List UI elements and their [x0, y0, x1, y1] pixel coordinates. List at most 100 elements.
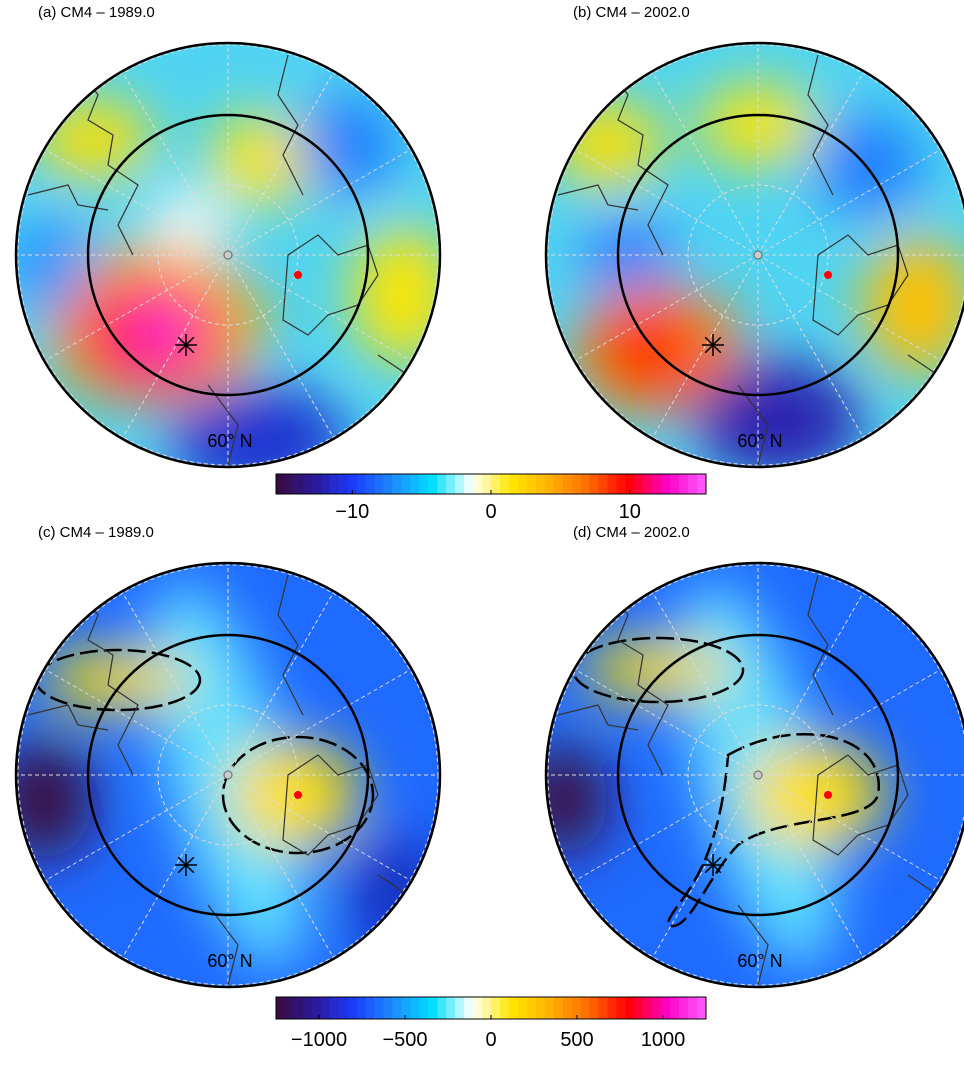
site-dot: [294, 791, 302, 799]
meridian: [44, 774, 229, 882]
colorbar-step: [419, 997, 429, 1019]
colorbar-step: [491, 997, 501, 1019]
colorbar-step: [553, 997, 564, 1019]
site-dot: [824, 791, 832, 799]
outer-border: [14, 41, 442, 469]
panel-title: (d) CM4 – 2002.0: [573, 524, 690, 541]
coastline: [27, 54, 429, 466]
colorbar-step: [437, 997, 447, 1019]
colorbar-tick-label: 0: [485, 501, 496, 523]
colorbar-step: [643, 997, 653, 1019]
latitude-circle: [86, 633, 370, 917]
colorbar-tick-label: −1000: [291, 1029, 347, 1051]
colorbar-step: [508, 997, 519, 1019]
colorbar-step: [311, 474, 322, 494]
colorbar-step: [374, 997, 384, 1019]
coastline: [557, 54, 959, 466]
colorbar-tick-label: 500: [560, 1029, 593, 1051]
meridian: [44, 668, 229, 776]
colorbar-step: [607, 474, 617, 494]
meridian: [574, 148, 759, 256]
meridian: [651, 774, 759, 959]
colorbar-step: [643, 474, 653, 494]
meridian: [757, 71, 865, 256]
colorbar-step: [365, 997, 376, 1019]
latitude-label: 60° N: [737, 951, 782, 971]
colorbar-step: [598, 474, 608, 494]
meridian: [227, 774, 412, 882]
latitude-circle: [616, 633, 900, 917]
colorbar-step: [329, 474, 340, 494]
contour: [221, 735, 375, 855]
meridian: [757, 591, 865, 776]
meridian: [121, 591, 229, 776]
meridian: [227, 774, 335, 959]
latitude-label: 60° N: [737, 431, 782, 451]
meridian: [757, 254, 942, 362]
meridian: [651, 591, 759, 776]
colorbar-step: [392, 997, 402, 1019]
site-dot: [294, 271, 302, 279]
meridian: [227, 668, 412, 776]
colorbar-step: [544, 997, 555, 1019]
colorbar-step: [499, 474, 510, 494]
meridian: [121, 254, 229, 439]
colorbar-step: [661, 997, 671, 1019]
meridian: [227, 148, 412, 256]
colorbar-step: [464, 474, 474, 494]
panel-title: (a) CM4 – 1989.0: [38, 4, 155, 21]
colorbar-step: [428, 997, 438, 1019]
colorbar-step: [356, 997, 367, 1019]
meridian: [227, 71, 335, 256]
colorbar-step: [392, 474, 402, 494]
colorbar-step: [580, 474, 591, 494]
colorbar-step: [455, 474, 465, 494]
panel-title: (b) CM4 – 2002.0: [573, 4, 690, 21]
colorbar-step: [455, 997, 465, 1019]
colorbar-step: [508, 474, 519, 494]
colorbar-step: [625, 474, 635, 494]
colorbar-step: [535, 474, 546, 494]
colorbar-step: [517, 474, 528, 494]
colorbar-step: [697, 474, 707, 494]
colorbar-step: [499, 997, 510, 1019]
colorbar-step: [401, 997, 411, 1019]
colorbar-step: [616, 474, 626, 494]
meridian: [757, 148, 942, 256]
colorbar-step: [688, 474, 698, 494]
meridian: [574, 774, 759, 882]
star: [177, 856, 195, 874]
latitude-label: 60° N: [207, 951, 252, 971]
colorbar-step: [464, 997, 474, 1019]
colorbar-step: [688, 997, 698, 1019]
meridian: [44, 148, 229, 256]
meridian: [757, 774, 865, 959]
colorbar-step: [473, 474, 483, 494]
colorbar-step: [562, 474, 573, 494]
meridian: [121, 71, 229, 256]
colorbar-step: [670, 474, 680, 494]
colorbar-step: [616, 997, 626, 1019]
outer-border: [544, 561, 964, 989]
colorbar-step: [284, 997, 295, 1019]
star: [704, 856, 722, 874]
colorbar-step: [356, 474, 367, 494]
colorbar-tick-label: 10: [619, 501, 641, 523]
latitude-label: 60° N: [207, 431, 252, 451]
meridian: [574, 254, 759, 362]
colorbar-step: [311, 997, 322, 1019]
pole: [223, 250, 233, 260]
meridian: [227, 254, 412, 362]
colorbar-tick-label: −500: [382, 1029, 427, 1051]
map-panel: [14, 561, 442, 989]
colorbar-step: [293, 474, 304, 494]
colorbar-step: [589, 474, 599, 494]
colorbar-step: [571, 474, 582, 494]
outer-border: [14, 561, 442, 989]
map-panel: [14, 41, 442, 469]
meridian: [44, 254, 229, 362]
colorbar-step: [365, 474, 376, 494]
site-dot: [824, 271, 832, 279]
contour: [666, 733, 880, 928]
star: [704, 336, 722, 354]
